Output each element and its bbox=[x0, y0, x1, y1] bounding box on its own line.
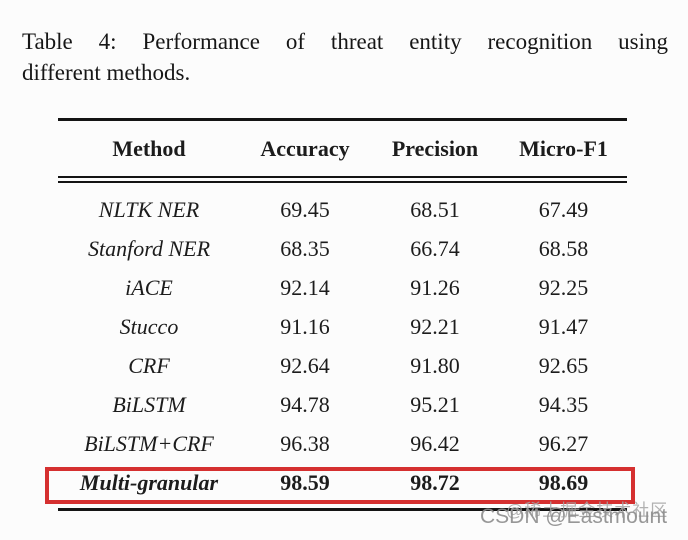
method-cell: NLTK NER bbox=[98, 196, 200, 222]
header-accuracy: Accuracy bbox=[260, 135, 350, 161]
precision-cell: 92.21 bbox=[410, 313, 460, 339]
table-row: iACE 92.14 91.26 92.25 bbox=[58, 268, 627, 307]
method-cell: CRF bbox=[128, 352, 170, 378]
method-cell: Multi-granular bbox=[79, 469, 219, 495]
accuracy-cell: 69.45 bbox=[280, 196, 330, 222]
table-row: BiLSTM+CRF 96.38 96.42 96.27 bbox=[58, 424, 627, 463]
table-row: NLTK NER 69.45 68.51 67.49 bbox=[58, 190, 627, 229]
micro-f1-cell: 68.58 bbox=[538, 235, 589, 261]
caption-line-2: different methods. bbox=[22, 60, 191, 85]
table-row: BiLSTM 94.78 95.21 94.35 bbox=[58, 385, 627, 424]
accuracy-cell: 92.14 bbox=[280, 274, 330, 300]
micro-f1-cell: 91.47 bbox=[538, 313, 589, 339]
method-cell: iACE bbox=[125, 274, 173, 300]
table-row: CRF 92.64 91.80 92.65 bbox=[58, 346, 627, 385]
accuracy-cell: 98.59 bbox=[280, 469, 330, 495]
method-cell: BiLSTM+CRF bbox=[84, 430, 214, 456]
accuracy-cell: 92.64 bbox=[280, 352, 330, 378]
micro-f1-cell: 98.69 bbox=[538, 469, 589, 495]
micro-f1-cell: 96.27 bbox=[538, 430, 589, 456]
header-precision: Precision bbox=[391, 135, 479, 161]
method-cell: Stucco bbox=[119, 313, 179, 339]
micro-f1-cell: 92.25 bbox=[538, 274, 589, 300]
caption-line-1: Table 4: Performance of threat entity re… bbox=[22, 29, 668, 54]
table-header-double-rule bbox=[58, 176, 627, 183]
table-caption: Table 4: Performance of threat entity re… bbox=[22, 26, 668, 88]
community-watermark: @稀土掘金技术社区 bbox=[506, 501, 669, 520]
micro-f1-cell: 94.35 bbox=[538, 391, 589, 417]
table-row: Stanford NER 68.35 66.74 68.58 bbox=[58, 229, 627, 268]
precision-cell: 68.51 bbox=[410, 196, 460, 222]
results-table: Method Accuracy Precision Micro-F1 NLTK … bbox=[58, 118, 627, 511]
table-row: Stucco 91.16 92.21 91.47 bbox=[58, 307, 627, 346]
precision-cell: 98.72 bbox=[410, 469, 460, 495]
header-micro-f1: Micro-F1 bbox=[519, 135, 608, 161]
table-bottom-rule bbox=[58, 508, 627, 511]
accuracy-cell: 91.16 bbox=[280, 313, 330, 339]
accuracy-cell: 96.38 bbox=[280, 430, 330, 456]
table-body: NLTK NER 69.45 68.51 67.49 Stanford NER … bbox=[58, 183, 627, 508]
precision-cell: 91.80 bbox=[410, 352, 460, 378]
micro-f1-cell: 92.65 bbox=[538, 352, 589, 378]
micro-f1-cell: 67.49 bbox=[538, 196, 589, 222]
csdn-watermark: CSDN @Eastmount bbox=[480, 505, 668, 528]
method-cell: Stanford NER bbox=[87, 235, 211, 261]
accuracy-cell: 68.35 bbox=[280, 235, 330, 261]
method-cell: BiLSTM bbox=[112, 391, 186, 417]
table-top-rule bbox=[58, 118, 627, 121]
header-method: Method bbox=[112, 135, 186, 161]
table-header-row: Method Accuracy Precision Micro-F1 bbox=[58, 121, 627, 176]
precision-cell: 66.74 bbox=[410, 235, 460, 261]
accuracy-cell: 94.78 bbox=[280, 391, 330, 417]
precision-cell: 96.42 bbox=[410, 430, 460, 456]
precision-cell: 91.26 bbox=[410, 274, 460, 300]
precision-cell: 95.21 bbox=[410, 391, 460, 417]
table-row-highlighted: Multi-granular 98.59 98.72 98.69 bbox=[58, 463, 627, 502]
